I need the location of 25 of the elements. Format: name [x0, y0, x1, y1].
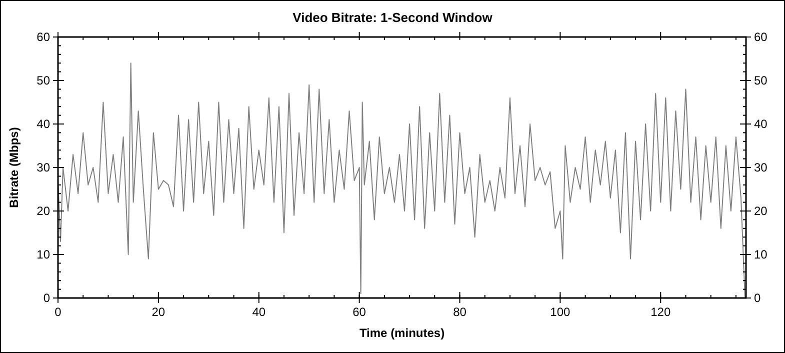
y-tick-label: 60	[36, 30, 50, 44]
y-tick-label: 40	[36, 117, 50, 131]
y2-tick-label: 50	[754, 74, 768, 88]
y2-tick-label: 10	[754, 248, 768, 262]
x-tick-label: 20	[152, 305, 166, 319]
y2-tick-label: 30	[754, 160, 768, 174]
line-series	[58, 62, 746, 298]
y-tick-label: 0	[43, 291, 50, 305]
y2-tick-label: 40	[754, 117, 768, 131]
x-axis-title: Time (minutes)	[359, 326, 445, 340]
x-tick-label: 80	[453, 305, 467, 319]
x-tick-label: 0	[54, 305, 62, 319]
y-tick-label: 10	[36, 248, 50, 262]
x-tick-label: 60	[352, 305, 366, 319]
x-tick-label: 100	[550, 305, 571, 319]
x-tick-label: 40	[252, 305, 266, 319]
y-tick-label: 20	[36, 204, 50, 218]
y2-tick-label: 60	[754, 30, 768, 44]
y2-tick-label: 0	[754, 291, 761, 305]
y-axis-title: Bitrate (Mbps)	[7, 127, 21, 208]
y-tick-label: 30	[36, 160, 50, 174]
chart-title: Video Bitrate: 1-Second Window	[292, 10, 494, 25]
y2-tick-label: 20	[754, 204, 768, 218]
y-tick-label: 50	[36, 74, 50, 88]
x-tick-label: 120	[650, 305, 671, 319]
